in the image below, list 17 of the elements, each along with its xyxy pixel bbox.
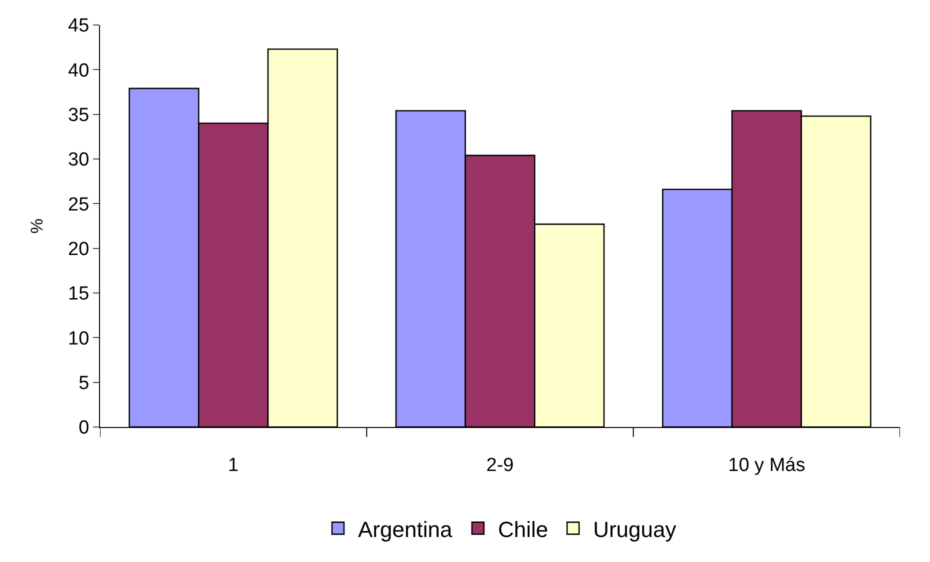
y-tick-label: 25 bbox=[68, 194, 90, 216]
x-tick-label: 2-9 bbox=[486, 454, 514, 476]
legend-label: Chile bbox=[498, 516, 548, 542]
x-tick-label: 1 bbox=[228, 454, 239, 476]
y-tick-label: 10 bbox=[68, 328, 90, 350]
y-tick-label: 45 bbox=[68, 16, 90, 37]
y-tick-label: 30 bbox=[68, 150, 90, 171]
x-tick-label: 10 y Más bbox=[728, 454, 806, 476]
y-tick-label: 40 bbox=[68, 60, 90, 82]
y-tick-label: 0 bbox=[78, 418, 90, 439]
legend-label: Argentina bbox=[358, 516, 453, 542]
y-tick-label: 15 bbox=[68, 284, 90, 305]
y-tick-label: 35 bbox=[68, 104, 90, 126]
y-tick-label: 20 bbox=[68, 238, 90, 260]
y-tick-label: 5 bbox=[78, 372, 90, 394]
y-axis-title: % bbox=[28, 218, 47, 234]
legend-label: Uruguay bbox=[593, 516, 676, 542]
